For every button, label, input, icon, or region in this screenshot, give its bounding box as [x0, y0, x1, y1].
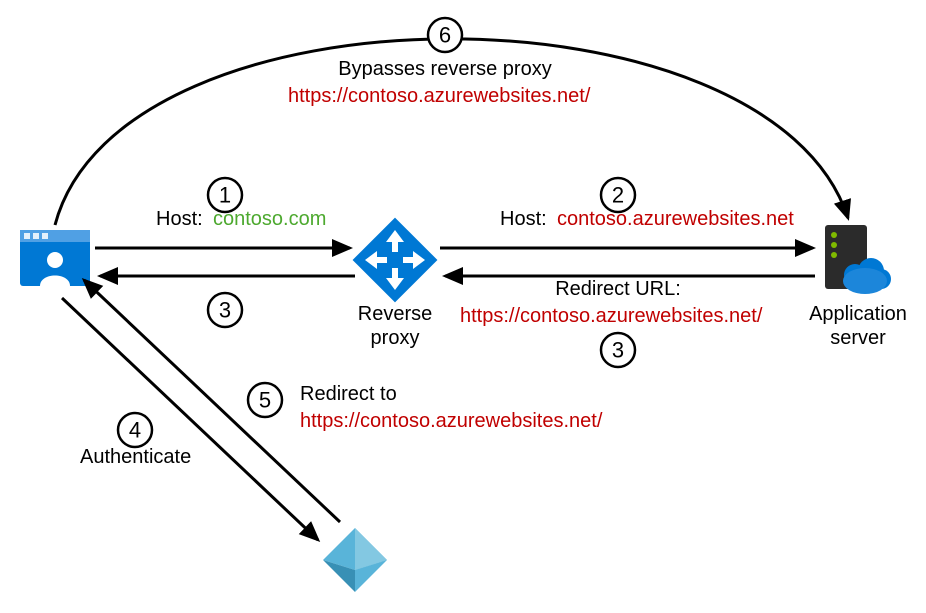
architecture-diagram: Reverse proxy Application server	[0, 0, 926, 613]
step-3b-label: Redirect URL:	[555, 278, 681, 300]
application-server-icon	[825, 225, 891, 294]
step-2-host-value: contoso.azurewebsites.net	[557, 208, 794, 230]
app-server-label-1: Application	[809, 303, 907, 325]
step-4-label: Authenticate	[80, 446, 191, 468]
step-5-url: https://contoso.azurewebsites.net/	[300, 410, 603, 432]
step-2-host-label: Host:	[500, 208, 547, 230]
step-6-url: https://contoso.azurewebsites.net/	[288, 85, 591, 107]
arrow-browser-to-idp	[62, 298, 318, 540]
reverse-proxy-label-1: Reverse	[358, 303, 432, 325]
step-3b-url: https://contoso.azurewebsites.net/	[460, 305, 763, 327]
step-5-num: 5	[259, 388, 271, 413]
reverse-proxy-icon	[353, 218, 438, 303]
step-6-label: Bypasses reverse proxy	[338, 58, 551, 80]
identity-provider-icon	[323, 528, 387, 592]
app-server-label-2: server	[830, 327, 886, 349]
browser-icon	[20, 230, 90, 286]
step-1-host-value: contoso.com	[213, 208, 326, 230]
step-2-num: 2	[612, 183, 624, 208]
step-3a-num: 3	[219, 298, 231, 323]
step-1-host-label: Host:	[156, 208, 203, 230]
step-1-num: 1	[219, 183, 231, 208]
step-5-label: Redirect to	[300, 383, 397, 405]
step-3b-num: 3	[612, 338, 624, 363]
step-4-num: 4	[129, 418, 141, 443]
reverse-proxy-label-2: proxy	[371, 327, 420, 349]
step-6-num: 6	[439, 23, 451, 48]
